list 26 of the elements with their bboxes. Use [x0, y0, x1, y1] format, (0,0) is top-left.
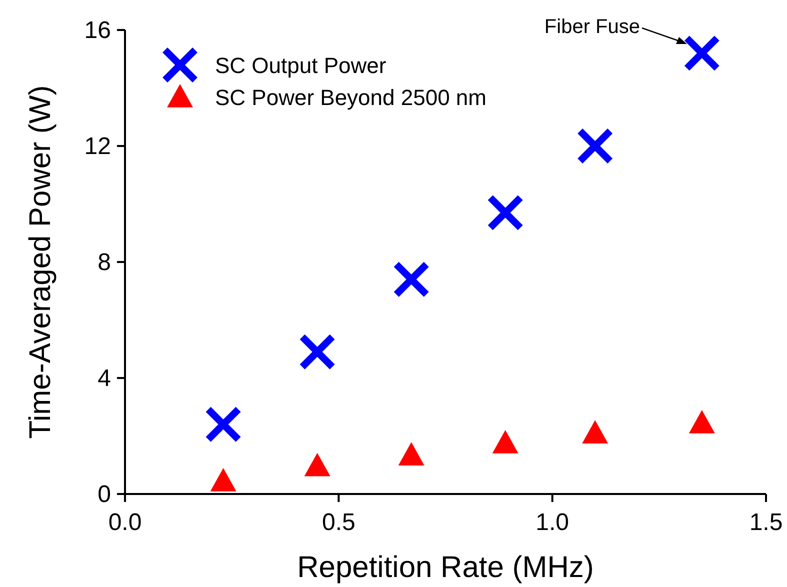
x-axis-title: Repetition Rate (MHz) — [297, 551, 594, 584]
annotation: Fiber Fuse — [544, 16, 640, 38]
legend-label: SC Power Beyond 2500 nm — [215, 85, 486, 110]
point — [204, 406, 242, 443]
x-tick-label: 0.5 — [322, 509, 356, 536]
point — [398, 442, 424, 466]
y-axis-title: Time-Averaged Power (W) — [24, 85, 57, 439]
point — [210, 468, 236, 492]
y-tick-label: 16 — [84, 17, 111, 44]
x-tick-label: 1.5 — [749, 509, 783, 536]
point — [688, 410, 715, 434]
point — [582, 420, 608, 444]
point — [486, 194, 524, 232]
point — [392, 260, 430, 298]
legend-label: SC Output Power — [215, 53, 386, 78]
point — [304, 452, 330, 476]
y-tick-label: 0 — [98, 481, 111, 508]
point — [576, 128, 614, 164]
x-tick-label: 1.0 — [536, 509, 570, 536]
point — [298, 333, 336, 370]
point — [683, 34, 720, 72]
y-tick-label: 4 — [98, 365, 111, 392]
y-tick-label: 8 — [98, 249, 111, 276]
y-tick-label: 12 — [84, 133, 111, 160]
point — [492, 430, 518, 454]
x-tick-label: 0.0 — [108, 509, 142, 536]
